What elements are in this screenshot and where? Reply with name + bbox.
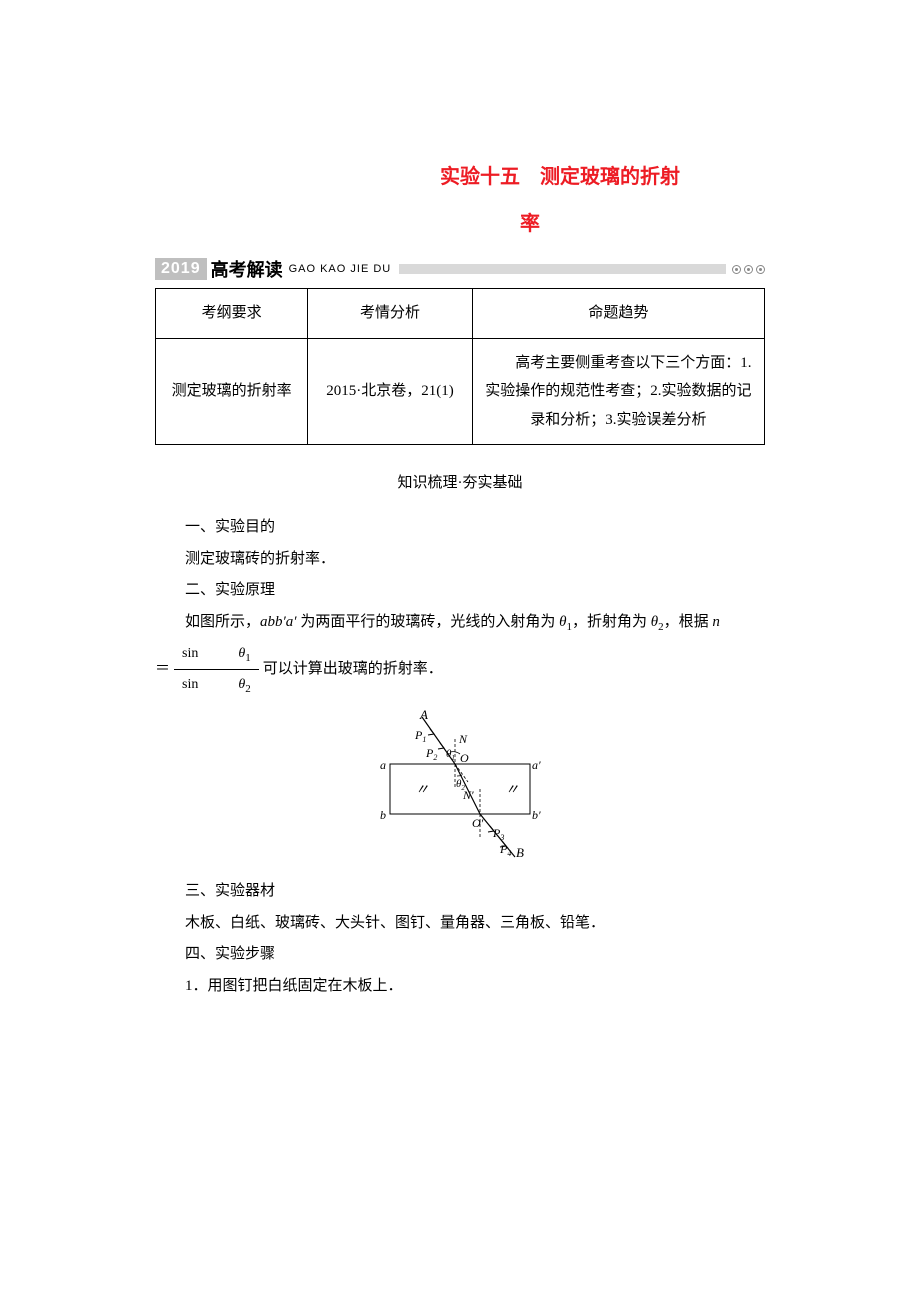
section-1-heading: 一、实验目的 (155, 512, 765, 544)
refraction-diagram: 〃 〃 a a′ b b′ A (155, 709, 765, 864)
table-row: 测定玻璃的折射率 2015·北京卷，21(1) 高考主要侧重考查以下三个方面：1… (156, 338, 765, 445)
col-header-trend: 命题趋势 (472, 289, 764, 339)
banner-label-pinyin: GAO KAO JIE DU (289, 263, 392, 275)
text-fragment: 为两面平行的玻璃砖，光线的入射角为 (297, 614, 560, 630)
banner-decor-icons (732, 265, 765, 274)
text-fragment: 可以计算出玻璃的折射率． (263, 654, 443, 686)
text-sin: sin (182, 677, 198, 692)
subheading: 知识梳理·夯实基础 (155, 471, 765, 492)
cell-requirement: 测定玻璃的折射率 (156, 338, 308, 445)
section-3-body: 木板、白纸、玻璃砖、大头针、图钉、量角器、三角板、铅笔． (155, 908, 765, 940)
label-O: O (460, 751, 469, 765)
banner-year: 2019 (155, 258, 207, 280)
col-header-requirement: 考纲要求 (156, 289, 308, 339)
fraction-numerator: sinθ1 (174, 639, 259, 671)
circle-icon (756, 265, 765, 274)
requirements-table: 考纲要求 考情分析 命题趋势 测定玻璃的折射率 2015·北京卷，21(1) 高… (155, 288, 765, 445)
hatch-icon: 〃 (505, 783, 519, 798)
section-4-step-1: 1．用图钉把白纸固定在木板上． (155, 971, 765, 1003)
text-sin: sin (182, 646, 198, 661)
fraction-denominator: sinθ2 (174, 670, 259, 701)
label-P2: P2 (425, 746, 437, 762)
subscript: 2 (245, 683, 251, 695)
symbol-n: n (712, 614, 720, 630)
label-N: N (458, 732, 468, 746)
section-1-body: 测定玻璃砖的折射率． (155, 544, 765, 576)
label-P3: P3 (492, 826, 504, 842)
banner-divider (399, 264, 726, 274)
cell-trend: 高考主要侧重考查以下三个方面：1.实验操作的规范性考查；2.实验数据的记录和分析… (472, 338, 764, 445)
col-header-analysis: 考情分析 (308, 289, 472, 339)
fraction: sinθ1 sinθ2 (174, 639, 259, 702)
label-aprime: a′ (532, 758, 541, 772)
equals-sign: ＝ (155, 654, 170, 686)
section-2-body: 如图所示，abb′a′ 为两面平行的玻璃砖，光线的入射角为 θ1，折射角为 θ2… (155, 607, 765, 639)
label-A: A (419, 709, 428, 722)
diagram-svg: 〃 〃 a a′ b b′ A (360, 709, 560, 859)
banner-label-cn: 高考解读 (211, 256, 283, 282)
label-theta1: θ1 (446, 748, 455, 762)
text-italic: abb′a′ (260, 614, 297, 630)
symbol-theta: θ (651, 614, 658, 630)
table-header-row: 考纲要求 考情分析 命题趋势 (156, 289, 765, 339)
text-fragment: ，折射角为 (572, 614, 651, 630)
section-banner: 2019 高考解读 GAO KAO JIE DU (155, 256, 765, 282)
formula-line: ＝ sinθ1 sinθ2 可以计算出玻璃的折射率． (155, 639, 765, 702)
text-fragment: ，根据 (664, 614, 713, 630)
label-B: B (516, 845, 524, 859)
section-2-heading: 二、实验原理 (155, 575, 765, 607)
label-theta2: θ2 (456, 778, 465, 792)
label-Oprime: O′ (472, 816, 484, 830)
title-line-2: 率 (295, 207, 765, 236)
circle-icon (732, 265, 741, 274)
section-3-heading: 三、实验器材 (155, 876, 765, 908)
cell-analysis: 2015·北京卷，21(1) (308, 338, 472, 445)
section-4-heading: 四、实验步骤 (155, 939, 765, 971)
label-a: a (380, 758, 386, 772)
hatch-icon: 〃 (415, 783, 429, 798)
title-line-1: 实验十五 测定玻璃的折射 (440, 160, 680, 189)
label-bprime: b′ (532, 808, 541, 822)
text-fragment: 如图所示， (185, 614, 260, 630)
circle-icon (744, 265, 753, 274)
document-title: 实验十五 测定玻璃的折射 率 (155, 160, 765, 236)
label-P4: P4 (499, 842, 511, 858)
subscript: 1 (245, 651, 251, 663)
label-b: b (380, 808, 386, 822)
label-P1: P1 (414, 728, 426, 744)
